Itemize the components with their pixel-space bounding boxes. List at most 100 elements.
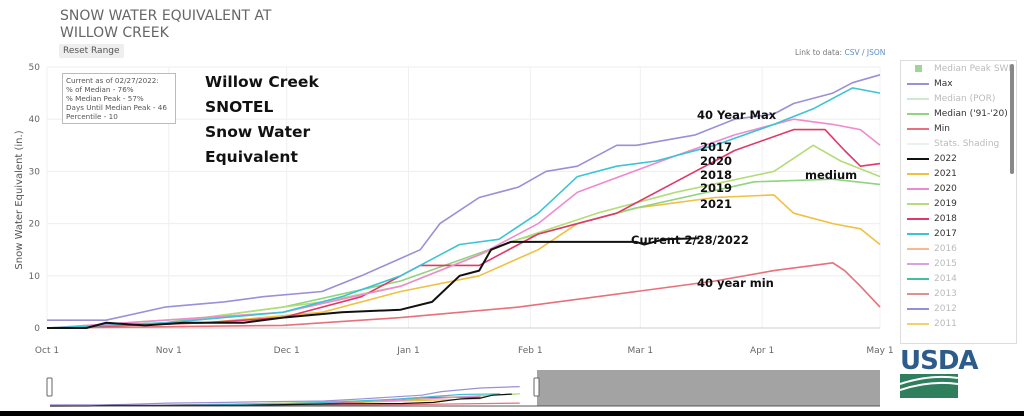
y-tick-label: 20: [29, 220, 41, 230]
label-max: 40 Year Max: [697, 108, 777, 122]
usda-logo-text: USDA: [900, 346, 979, 376]
legend-label: 2021: [934, 168, 957, 179]
x-tick-label: Nov 1: [156, 346, 182, 356]
navigator-unselected-area: [537, 370, 880, 406]
stat-line: Days Until Median Peak - 46: [66, 103, 167, 112]
legend-label: Median Peak SWE: [934, 63, 1015, 74]
x-tick-label: Dec 1: [274, 346, 300, 356]
legend-label: 2013: [934, 288, 957, 299]
stat-line: % Median Peak - 57%: [66, 94, 144, 103]
square-marker-icon: [915, 65, 922, 72]
line-swatch-icon: [907, 217, 929, 220]
legend-label: 2012: [934, 303, 957, 314]
series-line-2017: [46, 87, 881, 329]
series-line-2022: [47, 237, 700, 329]
label-2020: 2020: [700, 154, 733, 168]
line-swatch-icon: [907, 187, 929, 190]
legend-item[interactable]: 2015: [901, 256, 1016, 271]
label-2021: 2021: [700, 197, 733, 211]
heading-line: Equivalent: [205, 148, 298, 166]
label-2018: 2018: [700, 168, 733, 182]
line-swatch-icon: [907, 307, 929, 310]
y-tick-label: 40: [29, 115, 41, 125]
line-swatch-icon: [907, 292, 929, 295]
line-swatch-icon: [907, 157, 929, 160]
legend-item[interactable]: 2020: [901, 181, 1016, 196]
line-swatch-icon: [907, 112, 929, 115]
reset-range-button[interactable]: Reset Range: [59, 44, 124, 58]
legend-scrollbar[interactable]: [1010, 64, 1014, 174]
line-swatch-icon: [907, 82, 929, 85]
legend: Median Peak SWE Max Median (POR) Median ('9…: [900, 60, 1017, 344]
legend-item[interactable]: 2011: [901, 316, 1016, 331]
legend-label: 2015: [934, 258, 957, 269]
current-stats-box: Current as of 02/27/2022: % of Median - …: [62, 73, 176, 124]
legend-label: 2018: [934, 213, 957, 224]
navigator-handle-right[interactable]: [533, 377, 540, 397]
csv-link[interactable]: CSV: [844, 48, 860, 57]
legend-item[interactable]: Median (POR): [901, 91, 1016, 106]
legend-item[interactable]: 2019: [901, 196, 1016, 211]
y-tick-label: 0: [34, 324, 40, 334]
legend-label: 2017: [934, 228, 957, 239]
line-swatch-icon: [907, 142, 929, 145]
legend-item[interactable]: 2022: [901, 151, 1016, 166]
navigator-handle-left[interactable]: [46, 377, 53, 397]
y-tick-label: 50: [29, 63, 41, 73]
legend-label: Stats. Shading: [934, 138, 1000, 149]
line-swatch-icon: [907, 172, 929, 175]
line-swatch-icon: [907, 247, 929, 250]
legend-item[interactable]: Min: [901, 121, 1016, 136]
heading-line: SNOTEL: [205, 98, 274, 116]
legend-label: 2016: [934, 243, 957, 254]
label-current: Current 2/28/2022: [631, 233, 749, 247]
legend-item[interactable]: 2016: [901, 241, 1016, 256]
legend-item[interactable]: 2014: [901, 271, 1016, 286]
legend-item[interactable]: 2018: [901, 211, 1016, 226]
legend-item[interactable]: Median ('91-'20): [901, 106, 1016, 121]
label-min: 40 year min: [697, 276, 774, 290]
legend-label: 2011: [934, 318, 957, 329]
link-sep: /: [859, 48, 867, 57]
stat-line: Current as of 02/27/2022:: [66, 76, 159, 85]
heading-line: Willow Creek: [205, 73, 319, 91]
stat-line: Percentile - 10: [66, 112, 118, 121]
line-swatch-icon: [907, 127, 929, 130]
x-tick-label: Feb 1: [518, 346, 543, 356]
y-tick-label: 10: [29, 272, 41, 282]
series-line-2018: [46, 128, 881, 329]
json-link[interactable]: JSON: [866, 48, 886, 57]
legend-label: 2022: [934, 153, 957, 164]
y-axis-label: Snow Water Equivalent (in.): [14, 130, 25, 269]
legend-item[interactable]: 2017: [901, 226, 1016, 241]
legend-item[interactable]: Median Peak SWE: [901, 61, 1016, 76]
legend-item[interactable]: Max: [901, 76, 1016, 91]
line-swatch-icon: [907, 262, 929, 265]
legend-item[interactable]: Stats. Shading: [901, 136, 1016, 151]
chart-title: SNOW WATER EQUIVALENT AT WILLOW CREEK: [60, 8, 272, 41]
x-tick-label: May 1: [866, 346, 893, 356]
series-line-2019: [46, 144, 881, 329]
label-medium: medium: [805, 168, 858, 182]
link-prefix: Link to data:: [795, 48, 845, 57]
x-tick-label: Mar 1: [628, 346, 654, 356]
overlay-heading: Willow Creek SNOTEL Snow Water Equivalen…: [205, 70, 319, 170]
x-tick-label: Apr 1: [750, 346, 774, 356]
legend-label: Median ('91-'20): [934, 108, 1008, 119]
line-swatch-icon: [907, 232, 929, 235]
legend-label: Median (POR): [934, 93, 996, 104]
y-tick-label: 30: [29, 167, 41, 177]
label-2017: 2017: [700, 140, 733, 154]
legend-item[interactable]: 2013: [901, 286, 1016, 301]
legend-label: Min: [934, 123, 950, 134]
navigator-line: [50, 393, 512, 407]
label-2019: 2019: [700, 181, 733, 195]
series-line-max: [47, 74, 881, 322]
usda-logo: USDA: [899, 346, 979, 402]
x-tick-label: Jan 1: [396, 346, 419, 356]
navigator-line: [50, 386, 520, 406]
legend-label: 2019: [934, 198, 957, 209]
stat-line: % of Median - 76%: [66, 85, 134, 94]
legend-item[interactable]: 2012: [901, 301, 1016, 316]
legend-item[interactable]: 2021: [901, 166, 1016, 181]
